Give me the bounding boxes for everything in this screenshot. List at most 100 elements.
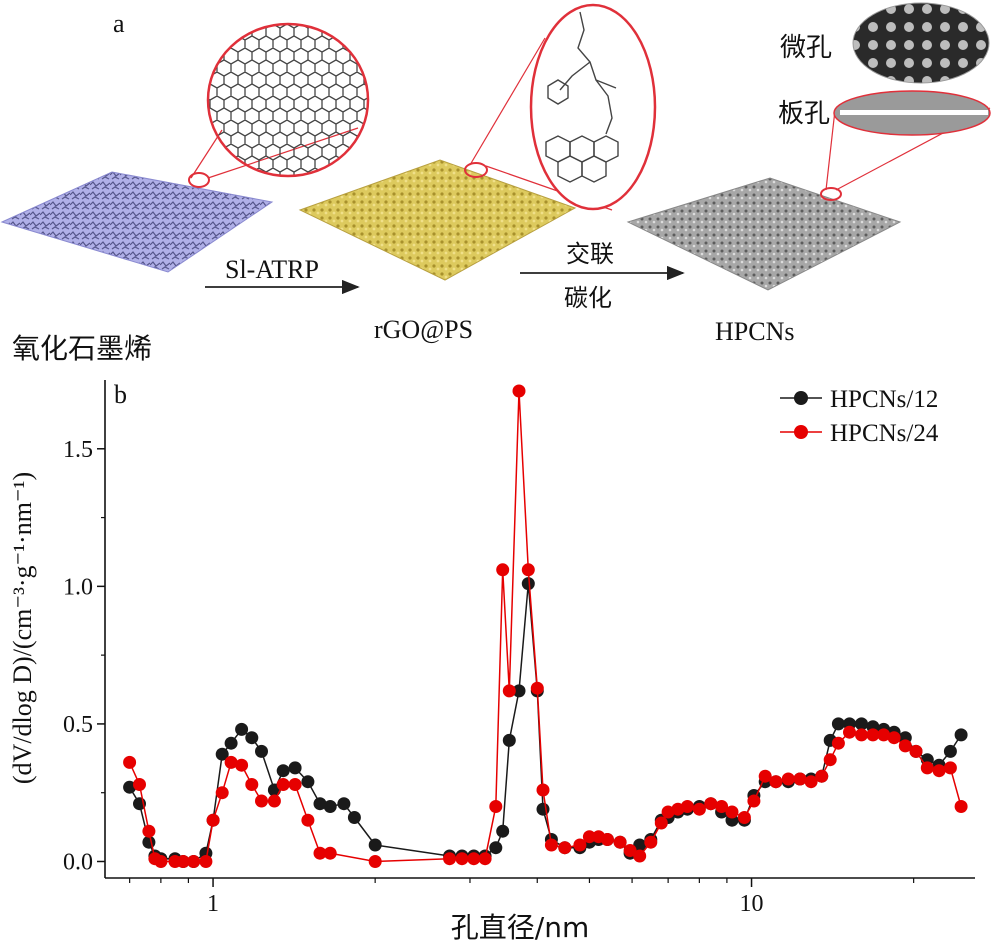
data-point — [544, 838, 558, 852]
data-point — [496, 563, 510, 577]
data-point — [276, 764, 290, 778]
data-point — [831, 736, 845, 750]
data-point — [502, 733, 516, 747]
x-axis-title: 孔直径/nm — [451, 911, 589, 944]
data-point — [855, 728, 868, 742]
data-point — [368, 838, 382, 852]
data-point — [123, 755, 137, 769]
data-point — [255, 744, 268, 758]
rgo-ps-label: rGO@PS — [374, 315, 473, 344]
magnifier-1-spot — [188, 172, 210, 188]
data-point — [301, 775, 315, 789]
magnifier-1 — [206, 22, 370, 178]
data-point — [804, 775, 818, 789]
data-point — [288, 778, 302, 791]
data-point — [206, 813, 220, 827]
legend-marker-hpcns24 — [794, 425, 808, 439]
polymer-structure — [545, 11, 619, 183]
hpcns-sheet — [626, 177, 902, 291]
micropore-image — [852, 2, 990, 84]
data-point — [887, 731, 901, 745]
data-point — [943, 761, 957, 775]
arrow-2-label-line2: 碳化 — [564, 284, 612, 312]
legend-marker-hpcns12 — [794, 391, 808, 405]
panel-a: a 氧化石墨烯 Sl-ATRP rGO@PS — [0, 2, 991, 365]
panel-b: b 0.0 0.5 1.0 1.5 1 10 孔直径/nm (dV/dlog D)/(c… — [8, 380, 975, 944]
data-point — [600, 833, 614, 846]
plate-pore-label: 板孔 — [778, 99, 830, 129]
legend-label-hpcns12: HPCNs/12 — [830, 386, 938, 413]
data-point — [582, 830, 596, 844]
data-point — [954, 728, 968, 742]
data-point — [747, 794, 761, 808]
data-point — [502, 684, 516, 698]
plot-area — [123, 384, 968, 868]
data-point — [909, 744, 923, 758]
arrow-1-label: Sl-ATRP — [225, 255, 319, 284]
data-point — [267, 794, 281, 808]
hpcns-label: HPCNs — [715, 317, 794, 346]
data-point — [769, 775, 783, 789]
data-point — [704, 797, 718, 811]
data-point — [337, 797, 351, 811]
data-point — [512, 684, 526, 698]
magnifier-2-line-left — [469, 37, 546, 166]
data-point — [235, 758, 249, 772]
data-point — [536, 802, 550, 816]
magnifier-3-line-left — [825, 109, 836, 191]
data-point — [633, 849, 647, 863]
data-point — [235, 722, 249, 736]
panel-a-label: a — [113, 9, 125, 38]
data-point — [496, 824, 510, 838]
data-point — [455, 852, 469, 866]
y-tick-label: 1.5 — [63, 437, 93, 463]
y-axis-title: (dV/dlog D)/(cm⁻³·g⁻¹·nm⁻¹) — [8, 472, 37, 784]
magnifier-2-spot — [464, 162, 488, 178]
data-point — [215, 747, 229, 761]
data-point — [323, 800, 337, 813]
y-ticks: 0.0 0.5 1.0 1.5 — [63, 437, 105, 875]
data-point — [176, 855, 190, 868]
magnifier-1-line-left — [190, 129, 223, 179]
data-point — [123, 780, 137, 794]
micropore-label: 微孔 — [780, 33, 832, 63]
data-point — [301, 813, 315, 827]
data-point — [512, 384, 526, 398]
x-tick-label: 1 — [207, 891, 219, 917]
data-point — [133, 778, 146, 791]
plate-pore-slit — [840, 110, 988, 115]
data-point — [489, 841, 503, 855]
data-point — [313, 846, 327, 860]
data-point — [142, 824, 156, 838]
data-point — [347, 811, 361, 824]
data-point — [623, 844, 637, 857]
data-point — [715, 800, 729, 813]
data-point — [661, 805, 675, 819]
data-point — [725, 805, 739, 819]
data-point — [573, 838, 587, 852]
series-hpcns-12 — [123, 577, 968, 868]
data-point — [692, 802, 706, 816]
graphene-oxide-sheet — [0, 171, 274, 273]
data-point — [443, 852, 457, 866]
data-point — [313, 797, 327, 811]
arrow-2-label-line1: 交联 — [566, 240, 614, 268]
data-point — [199, 855, 213, 868]
data-point — [943, 744, 957, 758]
x-ticks: 1 10 — [129, 878, 915, 917]
data-point — [245, 778, 259, 791]
data-point — [644, 835, 658, 849]
y-tick-label: 1.0 — [63, 574, 93, 600]
data-point — [831, 717, 845, 731]
magnifier-3-spot — [820, 187, 842, 201]
data-point — [633, 838, 647, 852]
panel-b-label: b — [114, 380, 127, 409]
data-point — [478, 852, 492, 866]
x-tick-label: 10 — [740, 891, 764, 917]
data-point — [558, 841, 572, 855]
data-point — [877, 728, 891, 742]
data-point — [932, 764, 946, 778]
data-point — [758, 769, 772, 783]
data-point — [368, 855, 382, 868]
